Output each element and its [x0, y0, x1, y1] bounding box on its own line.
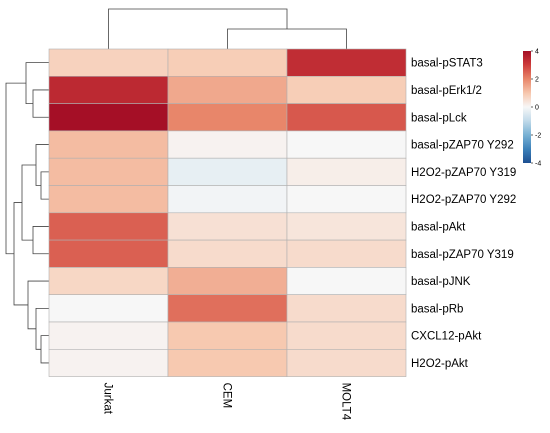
row-label: basal-pAkt: [411, 221, 466, 233]
row-label: basal-pZAP70 Y319: [411, 249, 514, 261]
row-label: CXCL12-pAkt: [411, 331, 482, 343]
heatmap-cell: [167, 267, 288, 295]
heatmap-cell: [48, 48, 169, 77]
row-label: basal-pLck: [411, 112, 467, 124]
heatmap-cell: [167, 76, 288, 104]
colorbar-tick-label: 4: [535, 49, 539, 56]
heatmap-cell: [286, 48, 407, 77]
heatmap-cell: [286, 267, 407, 295]
column-label: Jurkat: [102, 383, 114, 415]
heatmap-cell: [48, 185, 169, 214]
heatmap-cells: [48, 48, 407, 377]
heatmap-cell: [286, 185, 407, 214]
heatmap-cell: [48, 212, 169, 241]
heatmap-cell: [167, 348, 288, 377]
heatmap-cell: [48, 239, 169, 268]
row-dendrogram: [5, 62, 49, 364]
heatmap-cell: [48, 130, 169, 159]
heatmap-cell: [48, 294, 169, 323]
heatmap-cell: [48, 267, 169, 295]
row-label: H2O2-pAkt: [411, 358, 469, 370]
row-label: basal-pZAP70 Y292: [411, 140, 514, 152]
column-labels: Jurkat CEM MOLT4: [102, 383, 352, 421]
dendrogram-branch: [27, 280, 49, 330]
heatmap-cell: [48, 348, 169, 377]
column-label: CEM: [221, 383, 233, 409]
dendrogram-branch: [32, 89, 49, 118]
dendrogram-branch: [108, 8, 288, 49]
colorbar-ticks: 4 2 0 -2 -4: [531, 49, 541, 168]
dendrogram-branch: [21, 164, 36, 241]
heatmap-cell: [286, 103, 407, 132]
heatmap-cell: [48, 103, 169, 132]
dendrogram-branch: [35, 144, 49, 186]
heatmap-cell: [286, 130, 407, 159]
dendrogram-branch: [5, 82, 26, 255]
heatmap-cell: [286, 157, 407, 186]
heatmap-cell: [48, 76, 169, 104]
heatmap-cell: [286, 348, 407, 377]
colorbar-tick-label: 0: [535, 105, 539, 112]
heatmap-cell: [286, 239, 407, 268]
dendrogram-branch: [227, 28, 347, 49]
column-dendrogram: [108, 8, 347, 49]
heatmap-cell: [167, 103, 288, 132]
heatmap-cell: [286, 76, 407, 104]
heatmap-cell: [286, 212, 407, 241]
heatmap-cell: [167, 185, 288, 214]
heatmap-cell: [167, 48, 288, 77]
column-label: MOLT4: [340, 383, 352, 421]
colorbar: 4 2 0 -2 -4: [523, 49, 541, 168]
heatmap-cell: [167, 239, 288, 268]
row-label: H2O2-pZAP70 Y292: [411, 194, 516, 206]
heatmap-cell: [48, 321, 169, 350]
dendrogram-branch: [35, 307, 49, 350]
colorbar-tick-label: -4: [535, 161, 541, 168]
dendrogram-branch: [32, 226, 49, 255]
row-label: basal-pErk1/2: [411, 85, 482, 97]
heatmap-cell: [167, 157, 288, 186]
colorbar-tick-label: 2: [535, 77, 539, 84]
row-label: basal-pJNK: [411, 276, 471, 288]
dendrogram-branch: [25, 62, 49, 104]
row-label: basal-pSTAT3: [411, 58, 483, 70]
colorbar-tick-label: -2: [535, 133, 541, 140]
row-labels: basal-pSTAT3 basal-pErk1/2 basal-pLck basal…: [411, 58, 516, 370]
heatmap-cell: [167, 321, 288, 350]
heatmap-cell: [286, 321, 407, 350]
dendrogram-branch: [40, 335, 49, 364]
dendrogram-branch: [13, 202, 28, 306]
heatmap-cell: [167, 294, 288, 323]
heatmap-cell: [48, 157, 169, 186]
row-label: basal-pRb: [411, 303, 463, 315]
row-label: H2O2-pZAP70 Y319: [411, 167, 516, 179]
heatmap-cell: [167, 130, 288, 159]
colorbar-gradient: [523, 51, 531, 163]
dendrogram-branch: [40, 171, 49, 200]
heatmap-cell: [286, 294, 407, 323]
heatmap-cell: [167, 212, 288, 241]
